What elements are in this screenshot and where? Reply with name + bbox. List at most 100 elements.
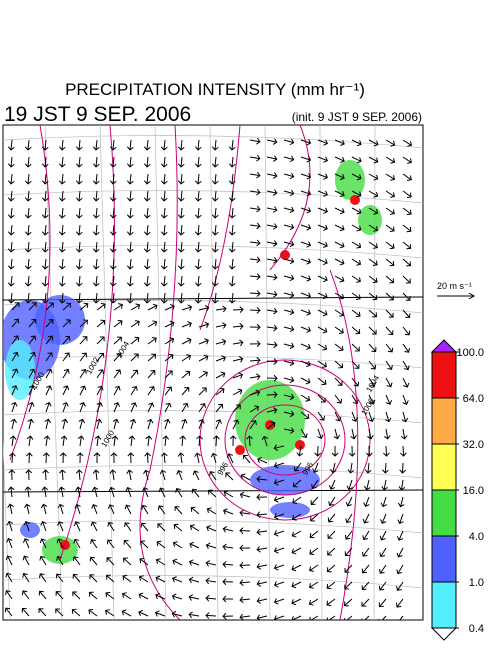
wind-arrow (45, 302, 54, 311)
wind-scale-head (468, 292, 475, 300)
wind-arrow (107, 521, 115, 532)
isobar (269, 125, 311, 271)
precip-core (280, 250, 290, 260)
wind-arrow (92, 292, 100, 304)
wind-arrow (45, 319, 54, 328)
wind-arrow (266, 307, 278, 315)
wind-arrow (8, 469, 16, 481)
wind-arrow (351, 377, 360, 387)
wind-arrow (177, 207, 185, 219)
wind-arrow (126, 207, 134, 219)
wind-arrow (327, 530, 336, 539)
wind-arrow (222, 595, 234, 603)
wind-arrow (7, 156, 15, 168)
wind-arrow (107, 504, 115, 515)
wind-arrow (300, 343, 311, 350)
precip-area (20, 522, 40, 538)
wind-arrow (228, 292, 236, 304)
wind-arrow (55, 608, 64, 617)
wind-arrow (385, 309, 394, 318)
wind-arrow (28, 368, 36, 379)
wind-arrow (126, 292, 134, 304)
wind-arrow (41, 292, 49, 304)
wind-arrow (155, 575, 166, 583)
wind-arrow (334, 207, 345, 215)
graticule (319, 125, 323, 620)
wind-arrow (41, 173, 49, 185)
wind-arrow (384, 411, 392, 423)
wind-arrow (24, 292, 32, 304)
wind-arrow (96, 402, 103, 413)
wind-arrow (211, 190, 219, 202)
wind-arrow (113, 402, 120, 413)
wind-arrow (328, 479, 336, 490)
wind-arrow (385, 326, 394, 336)
wind-arrow (266, 358, 278, 365)
wind-arrow (283, 410, 295, 418)
wind-arrow (240, 473, 251, 481)
wind-arrow (239, 596, 251, 604)
wind-arrow (402, 156, 412, 164)
wind-arrow (92, 207, 100, 219)
wind-arrow (179, 435, 187, 447)
wind-arrow (160, 190, 168, 202)
wind-arrow (396, 581, 404, 591)
wind-arrow (10, 418, 17, 430)
wind-arrow (398, 479, 406, 491)
wind-arrow (334, 394, 343, 404)
wind-arrow (317, 139, 329, 146)
wind-arrow (283, 138, 295, 146)
wind-arrow (109, 139, 117, 151)
graticule (3, 135, 423, 149)
wind-arrow (291, 530, 302, 538)
wind-arrow (11, 335, 20, 345)
colorbar-segment (431, 351, 457, 399)
wind-arrow (385, 292, 394, 301)
precip-area (5, 340, 35, 400)
wind-arrow (60, 435, 68, 447)
wind-arrow (94, 435, 102, 447)
wind-arrow (283, 189, 295, 197)
wind-arrow (38, 608, 47, 617)
wind-arrow (143, 156, 151, 168)
wind-arrow (205, 594, 217, 602)
wind-arrow (177, 452, 185, 464)
wind-arrow (62, 385, 70, 396)
wind-arrow (256, 511, 268, 519)
wind-arrow (138, 609, 149, 617)
wind-arrow (351, 224, 362, 232)
wind-arrow (56, 538, 64, 549)
wind-arrow (75, 292, 83, 304)
precip-core (235, 445, 245, 455)
wind-arrow (194, 190, 202, 202)
wind-arrow (361, 547, 370, 557)
wind-arrow (266, 155, 278, 162)
wind-arrow (266, 206, 278, 213)
wind-arrow (113, 385, 121, 396)
wind-arrow (39, 573, 47, 583)
wind-arrow (7, 503, 14, 515)
wind-arrow (361, 581, 370, 590)
colorbar-segment (431, 397, 457, 445)
wind-arrow (147, 303, 158, 311)
wind-arrow (242, 454, 251, 464)
wind-arrow (351, 173, 362, 181)
wind-arrow (28, 352, 36, 362)
wind-arrow (171, 593, 183, 600)
colorbar-label: 16.0 (463, 485, 484, 497)
wind-arrow (189, 524, 200, 532)
wind-arrow (368, 411, 375, 423)
wind-arrow (176, 469, 183, 481)
wind-arrow (55, 573, 64, 583)
wind-arrow (109, 173, 117, 185)
wind-arrow (300, 156, 312, 163)
wind-arrow (205, 577, 217, 585)
wind-arrow (21, 590, 30, 600)
wind-arrow (140, 522, 149, 532)
wind-arrow (363, 479, 371, 491)
wind-arrow (208, 489, 217, 498)
wind-arrow (273, 581, 285, 588)
graticule (3, 631, 423, 644)
wind-arrow (156, 540, 166, 549)
wind-arrow (317, 309, 328, 317)
